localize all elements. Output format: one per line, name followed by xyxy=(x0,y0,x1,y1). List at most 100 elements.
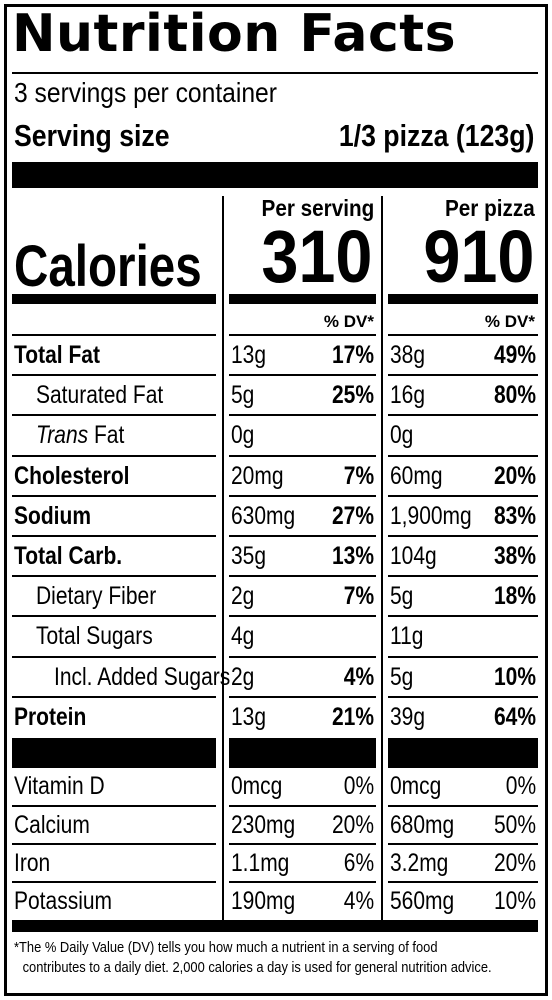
row-divider xyxy=(229,843,376,845)
serving-size-label: Serving size xyxy=(14,118,170,153)
nutrient-label: Total Carb. xyxy=(14,541,122,571)
row-divider xyxy=(388,575,538,577)
nutrient-label: Saturated Fat xyxy=(36,380,163,410)
calories-per-pizza: 910 xyxy=(422,215,534,298)
per-serving-header: Per serving xyxy=(261,195,374,221)
row-divider xyxy=(12,615,216,617)
nutrient-label-text: Total Fat xyxy=(14,341,100,369)
dv-header-per-serving: % DV* xyxy=(323,312,374,331)
per-serving-amount: 630mg xyxy=(231,502,296,530)
column-divider-left xyxy=(222,196,224,922)
servings-per-container: 3 servings per container xyxy=(14,77,277,108)
vitamin-band-left xyxy=(12,738,216,768)
row-divider xyxy=(388,656,538,658)
nutrient-label-italic: Trans xyxy=(36,421,89,449)
row-divider xyxy=(12,805,216,807)
nutrient-label-text: Saturated Fat xyxy=(36,381,164,409)
per-pizza-dv: 64% xyxy=(493,703,536,731)
per-serving-dv: 7% xyxy=(343,462,374,490)
per-serving-dv: 21% xyxy=(331,703,374,731)
vitamin-label: Vitamin D xyxy=(14,772,105,800)
per-serving-amount: 35g xyxy=(231,542,267,570)
calories-bar-left xyxy=(12,294,216,304)
per-serving-amount: 0mcg xyxy=(231,772,283,800)
footnote-line-2: contributes to a daily diet. 2,000 calor… xyxy=(22,959,492,976)
calories-bar-middle xyxy=(229,294,376,304)
per-serving-dv: 27% xyxy=(331,502,374,530)
daily-value-footnote: *The % Daily Value (DV) tells you how mu… xyxy=(14,938,492,978)
row-divider xyxy=(388,805,538,807)
per-pizza-dv: 49% xyxy=(493,341,536,369)
nutrient-label-text: Sodium xyxy=(14,502,92,530)
calories-per-serving: 310 xyxy=(260,215,372,298)
row-divider xyxy=(12,575,216,577)
nutrient-label-text: Incl. Added Sugars xyxy=(54,663,231,691)
per-pizza-amount: 5g xyxy=(390,582,414,610)
per-serving-amount: 5g xyxy=(231,381,255,409)
title-divider xyxy=(12,72,538,74)
nutrient-label: Sodium xyxy=(14,501,91,531)
calories-label: Calories xyxy=(14,234,202,299)
nutrient-label: Trans Fat xyxy=(36,420,124,450)
row-divider xyxy=(388,615,538,617)
per-pizza-amount: 1,900mg xyxy=(390,502,472,530)
nutrient-label: Incl. Added Sugars xyxy=(54,662,230,692)
per-pizza-amount: 38g xyxy=(390,341,426,369)
nutrient-label-text: Total Carb. xyxy=(14,542,123,570)
per-pizza-dv: 80% xyxy=(493,381,536,409)
per-serving-dv: 6% xyxy=(343,849,374,877)
vitamin-band-middle xyxy=(229,738,376,768)
row-divider xyxy=(229,656,376,658)
per-serving-amount: 4g xyxy=(231,622,255,650)
footnote-line-1: *The % Daily Value (DV) tells you how mu… xyxy=(14,939,438,956)
nutrient-label-text: Cholesterol xyxy=(14,462,130,490)
nutrient-label-text: Fat xyxy=(88,421,125,449)
vitamin-band-right xyxy=(388,738,538,768)
calories-bar-right xyxy=(388,294,538,304)
per-serving-dv: 25% xyxy=(331,381,374,409)
row-divider xyxy=(12,656,216,658)
row-divider xyxy=(12,535,216,537)
per-serving-dv: 4% xyxy=(343,663,374,691)
per-pizza-amount: 39g xyxy=(390,703,426,731)
row-divider xyxy=(12,414,216,416)
row-divider xyxy=(388,696,538,698)
row-divider xyxy=(388,414,538,416)
column-divider-right xyxy=(381,196,383,922)
per-pizza-dv: 18% xyxy=(493,582,536,610)
serving-size-value: 1/3 pizza (123g) xyxy=(338,118,534,153)
per-serving-amount: 190mg xyxy=(231,887,296,915)
per-serving-dv: 0% xyxy=(343,772,374,800)
per-pizza-amount: 560mg xyxy=(390,887,455,915)
row-divider xyxy=(229,535,376,537)
row-divider xyxy=(12,455,216,457)
per-serving-amount: 1.1mg xyxy=(231,849,290,877)
row-divider xyxy=(388,334,538,336)
per-serving-amount: 13g xyxy=(231,341,267,369)
row-divider xyxy=(229,805,376,807)
per-serving-dv: 17% xyxy=(331,341,374,369)
row-divider xyxy=(229,495,376,497)
heavy-divider-top xyxy=(12,162,538,188)
row-divider xyxy=(229,334,376,336)
row-divider xyxy=(12,696,216,698)
per-serving-amount: 2g xyxy=(231,663,255,691)
per-serving-dv: 13% xyxy=(331,542,374,570)
per-pizza-dv: 50% xyxy=(493,811,536,839)
per-serving-dv: 20% xyxy=(331,811,374,839)
nutrient-label: Total Fat xyxy=(14,340,100,370)
per-pizza-amount: 11g xyxy=(390,622,424,650)
label-title: Nutrition Facts xyxy=(12,4,457,64)
per-pizza-header: Per pizza xyxy=(445,195,535,221)
row-divider xyxy=(388,455,538,457)
per-pizza-dv: 83% xyxy=(493,502,536,530)
per-serving-dv: 7% xyxy=(343,582,374,610)
row-divider xyxy=(388,535,538,537)
row-divider xyxy=(388,881,538,883)
per-pizza-dv: 10% xyxy=(493,887,536,915)
nutrient-label-text: Protein xyxy=(14,703,87,731)
heavy-divider-bottom xyxy=(12,920,538,932)
row-divider xyxy=(229,414,376,416)
dv-header-per-pizza: % DV* xyxy=(484,312,535,331)
nutrient-label: Cholesterol xyxy=(14,461,130,491)
